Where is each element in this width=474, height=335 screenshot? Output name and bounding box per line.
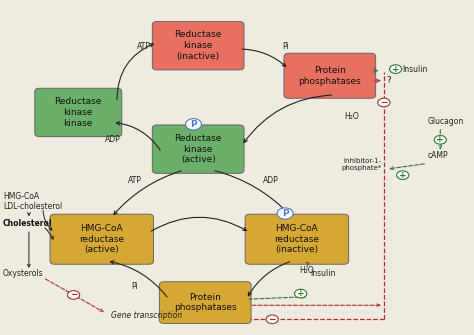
Text: Insulin: Insulin <box>403 65 428 74</box>
Text: LDL-cholesterol: LDL-cholesterol <box>3 202 62 211</box>
FancyBboxPatch shape <box>245 214 348 264</box>
Circle shape <box>277 208 293 219</box>
Text: ?: ? <box>386 76 391 85</box>
Text: Pi: Pi <box>282 42 289 51</box>
Text: Cholesterol: Cholesterol <box>3 219 53 228</box>
Text: Reductase
kinase
(active): Reductase kinase (active) <box>174 134 222 164</box>
Circle shape <box>397 171 409 180</box>
FancyBboxPatch shape <box>35 88 122 137</box>
Text: HMG-CoA
reductase
(active): HMG-CoA reductase (active) <box>79 224 124 255</box>
FancyBboxPatch shape <box>152 21 244 70</box>
Text: Glucagon: Glucagon <box>428 117 464 126</box>
Text: P: P <box>282 209 289 218</box>
Text: Reductase
kinase
kinase: Reductase kinase kinase <box>55 97 102 128</box>
Text: HMG-CoA: HMG-CoA <box>3 192 39 201</box>
Circle shape <box>434 135 447 144</box>
Circle shape <box>266 315 278 324</box>
Text: P: P <box>190 120 197 129</box>
Circle shape <box>185 119 201 130</box>
Text: cAMP: cAMP <box>428 151 448 160</box>
Text: Insulin: Insulin <box>310 269 336 278</box>
FancyBboxPatch shape <box>284 53 375 98</box>
Text: Protein
phosphatases: Protein phosphatases <box>174 293 237 313</box>
Circle shape <box>67 290 80 299</box>
Text: Oxysterols: Oxysterols <box>3 269 44 278</box>
Text: ATP: ATP <box>128 176 142 185</box>
Text: ATP: ATP <box>137 42 151 51</box>
Text: HMG-CoA
reductase
(inactive): HMG-CoA reductase (inactive) <box>274 224 319 255</box>
Circle shape <box>390 65 402 73</box>
Text: Pi: Pi <box>131 282 138 291</box>
Text: Reductase
kinase
(inactive): Reductase kinase (inactive) <box>174 30 222 61</box>
Text: H₂O: H₂O <box>344 112 359 121</box>
FancyBboxPatch shape <box>50 214 154 264</box>
Text: ADP: ADP <box>105 135 120 144</box>
FancyBboxPatch shape <box>159 282 251 324</box>
FancyBboxPatch shape <box>152 125 244 173</box>
Text: −: − <box>380 98 388 107</box>
Text: ADP: ADP <box>263 176 279 185</box>
Text: +: + <box>399 171 407 180</box>
Circle shape <box>294 289 307 298</box>
Text: +: + <box>437 135 444 144</box>
Text: +: + <box>297 289 304 298</box>
Circle shape <box>378 98 390 107</box>
Text: Inhibitor-1-
phosphate*: Inhibitor-1- phosphate* <box>341 158 382 171</box>
Text: H₂O: H₂O <box>299 266 314 275</box>
Text: −: − <box>70 290 77 299</box>
Text: Protein
phosphatases: Protein phosphatases <box>299 66 361 86</box>
Text: −: − <box>268 315 276 324</box>
Text: ?: ? <box>304 262 309 271</box>
Text: +: + <box>392 65 400 74</box>
Text: Gene transcription: Gene transcription <box>111 311 182 320</box>
